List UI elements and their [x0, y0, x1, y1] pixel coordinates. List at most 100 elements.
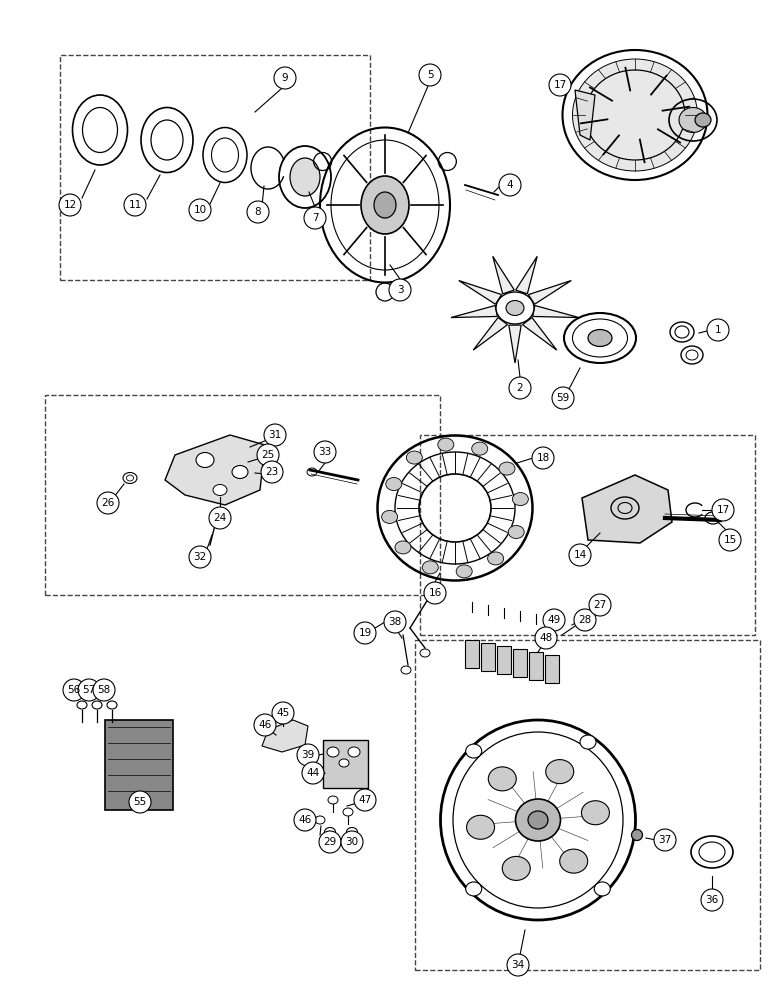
- Ellipse shape: [395, 541, 411, 554]
- Circle shape: [341, 831, 363, 853]
- Circle shape: [354, 789, 376, 811]
- Text: 56: 56: [67, 685, 80, 695]
- Text: 1: 1: [715, 325, 721, 335]
- Circle shape: [97, 492, 119, 514]
- Circle shape: [93, 679, 115, 701]
- Circle shape: [389, 279, 411, 301]
- Text: 17: 17: [716, 505, 730, 515]
- Circle shape: [78, 679, 100, 701]
- Text: 32: 32: [193, 552, 207, 562]
- Polygon shape: [533, 305, 579, 318]
- Ellipse shape: [327, 747, 339, 757]
- Ellipse shape: [196, 452, 214, 468]
- Ellipse shape: [339, 759, 349, 767]
- Circle shape: [719, 529, 741, 551]
- Polygon shape: [459, 280, 502, 304]
- Ellipse shape: [695, 113, 711, 127]
- Bar: [415, 640, 760, 970]
- Circle shape: [257, 444, 279, 466]
- Text: 23: 23: [266, 467, 279, 477]
- Bar: [481, 643, 495, 671]
- Circle shape: [189, 546, 211, 568]
- Circle shape: [189, 199, 211, 221]
- Text: 31: 31: [269, 430, 282, 440]
- Bar: [465, 640, 479, 668]
- Ellipse shape: [232, 466, 248, 479]
- Text: 46: 46: [298, 815, 312, 825]
- Text: 49: 49: [547, 615, 560, 625]
- Circle shape: [589, 594, 611, 616]
- Circle shape: [654, 829, 676, 851]
- Bar: [323, 740, 368, 788]
- Circle shape: [209, 507, 231, 529]
- Circle shape: [314, 441, 336, 463]
- Circle shape: [124, 194, 146, 216]
- Polygon shape: [582, 475, 672, 543]
- Text: 46: 46: [259, 720, 272, 730]
- Circle shape: [574, 609, 596, 631]
- Text: 26: 26: [101, 498, 114, 508]
- Circle shape: [129, 791, 151, 813]
- Polygon shape: [262, 720, 308, 752]
- Ellipse shape: [488, 552, 503, 565]
- Circle shape: [532, 447, 554, 469]
- Polygon shape: [473, 318, 507, 350]
- Polygon shape: [493, 256, 514, 294]
- Text: 15: 15: [723, 535, 736, 545]
- Ellipse shape: [466, 882, 482, 896]
- Ellipse shape: [213, 485, 227, 495]
- Text: 11: 11: [128, 200, 141, 210]
- Text: 4: 4: [506, 180, 513, 190]
- Polygon shape: [451, 305, 497, 318]
- Circle shape: [261, 461, 283, 483]
- Ellipse shape: [361, 176, 409, 234]
- Text: 59: 59: [557, 393, 570, 403]
- Circle shape: [384, 611, 406, 633]
- Circle shape: [272, 702, 294, 724]
- Circle shape: [507, 954, 529, 976]
- Ellipse shape: [513, 493, 528, 506]
- Polygon shape: [516, 256, 537, 294]
- Text: 37: 37: [659, 835, 672, 845]
- Text: 28: 28: [578, 615, 591, 625]
- Bar: [45, 395, 440, 595]
- Text: 48: 48: [540, 633, 553, 643]
- Ellipse shape: [588, 330, 612, 347]
- Bar: [545, 655, 559, 683]
- Ellipse shape: [508, 525, 524, 538]
- Text: 17: 17: [554, 80, 567, 90]
- Ellipse shape: [560, 849, 587, 873]
- Bar: [529, 652, 543, 680]
- Text: 8: 8: [255, 207, 261, 217]
- Polygon shape: [509, 325, 521, 363]
- Circle shape: [354, 622, 376, 644]
- Circle shape: [701, 889, 723, 911]
- Ellipse shape: [489, 767, 516, 791]
- Ellipse shape: [573, 59, 697, 171]
- Text: 7: 7: [312, 213, 318, 223]
- Ellipse shape: [466, 744, 482, 758]
- Text: 12: 12: [63, 200, 76, 210]
- Text: 36: 36: [706, 895, 719, 905]
- Circle shape: [569, 544, 591, 566]
- Ellipse shape: [438, 438, 454, 451]
- Circle shape: [419, 64, 441, 86]
- Text: 18: 18: [537, 453, 550, 463]
- Circle shape: [499, 174, 521, 196]
- Ellipse shape: [472, 442, 488, 455]
- Ellipse shape: [499, 462, 515, 475]
- Ellipse shape: [631, 830, 642, 840]
- Circle shape: [274, 67, 296, 89]
- Ellipse shape: [679, 107, 707, 132]
- Bar: [513, 649, 527, 677]
- Ellipse shape: [496, 292, 534, 324]
- Circle shape: [549, 74, 571, 96]
- Polygon shape: [523, 318, 557, 350]
- Text: 24: 24: [213, 513, 227, 523]
- Ellipse shape: [348, 747, 360, 757]
- Text: 38: 38: [388, 617, 401, 627]
- Text: 33: 33: [318, 447, 332, 457]
- Text: 9: 9: [282, 73, 288, 83]
- Text: 44: 44: [306, 768, 320, 778]
- Ellipse shape: [516, 799, 560, 841]
